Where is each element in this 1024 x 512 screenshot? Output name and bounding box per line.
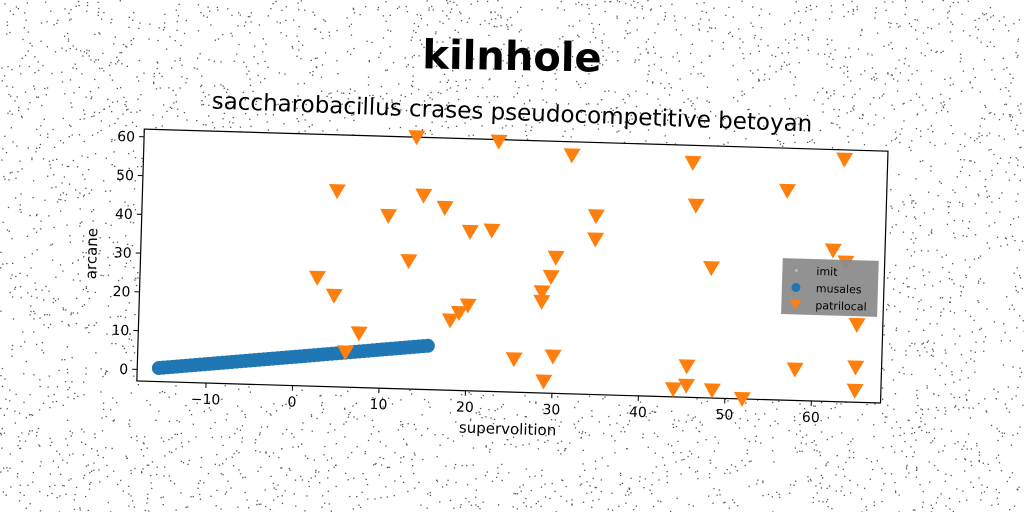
x-tick-label: 60 [802, 410, 820, 427]
patrilocal-point [778, 183, 796, 199]
y-tick-label: 30 [114, 245, 132, 262]
patrilocal-point [587, 209, 605, 225]
patrilocal-point [309, 270, 327, 286]
patrilocal-point [535, 374, 553, 390]
y-axis: 0 10 20 30 40 50 60 [111, 129, 145, 378]
patrilocal-point [505, 352, 523, 368]
y-axis-label: arcane [82, 228, 102, 280]
patrilocal-point [684, 155, 702, 171]
patrilocal-point [400, 253, 418, 270]
patrilocal-point [846, 383, 864, 399]
patrilocal-point [786, 362, 804, 378]
patrilocal-point [824, 243, 842, 259]
legend-box [781, 258, 879, 317]
data-marks [151, 130, 866, 408]
legend: imit musales patrilocal [781, 258, 879, 317]
patrilocal-point [350, 326, 368, 342]
y-tick-label: 20 [112, 284, 130, 301]
x-tick-label: 20 [456, 399, 474, 416]
patrilocal-point [687, 198, 705, 214]
legend-marker-imit [794, 268, 798, 272]
x-axis: −10 0 10 20 30 40 50 60 [191, 383, 820, 427]
patrilocal-point [328, 184, 346, 200]
patrilocal-point [337, 345, 355, 361]
patrilocal-point [848, 317, 866, 333]
y-tick-label: 0 [119, 362, 128, 378]
patrilocal-point [408, 130, 426, 146]
y-tick-label: 60 [117, 129, 135, 146]
legend-label: patrilocal [815, 299, 867, 314]
y-tick-label: 50 [116, 168, 134, 185]
patrilocal-point [544, 349, 562, 365]
patrilocal-point [441, 313, 459, 329]
patrilocal-point [415, 188, 433, 204]
x-tick-label: −10 [191, 392, 221, 409]
x-tick-label: 50 [715, 407, 733, 424]
x-tick-label: 30 [542, 402, 560, 419]
axes-frame [136, 128, 889, 404]
patrilocal-point [587, 232, 605, 248]
patrilocal-point [563, 148, 581, 164]
patrilocal-point [547, 250, 565, 266]
x-tick-label: 0 [287, 394, 296, 410]
patrilocal-point [533, 294, 551, 310]
patrilocal-point [542, 269, 560, 285]
patrilocal-point [461, 224, 479, 240]
plot-group: −10 0 10 20 30 40 50 60 0 10 20 30 40 50 60 supervoli… [82, 128, 889, 440]
patrilocal-point [677, 378, 695, 394]
patrilocal-point [664, 382, 682, 398]
patrilocal-point [733, 391, 751, 408]
patrilocal-point [459, 298, 477, 314]
patrilocal-point [703, 383, 721, 399]
legend-label: musales [816, 282, 862, 296]
x-tick-label: 10 [369, 397, 387, 414]
y-tick-label: 40 [115, 207, 133, 224]
patrilocal-point [380, 208, 398, 224]
patrilocal-point [325, 288, 343, 304]
musales-point [420, 338, 435, 353]
patrilocal-point [450, 305, 468, 322]
patrilocal-point [836, 152, 854, 168]
y-tick-label: 10 [111, 323, 129, 340]
patrilocal-point [847, 360, 865, 376]
x-axis-label: supervolition [459, 419, 557, 440]
patrilocal-point [678, 359, 696, 375]
legend-label: imit [816, 265, 838, 279]
patrilocal-point [490, 134, 508, 150]
patrilocal-point [533, 285, 551, 301]
patrilocal-point [436, 200, 454, 216]
patrilocal-point [483, 223, 501, 239]
legend-marker-patrilocal [790, 299, 802, 310]
x-tick-label: 40 [629, 405, 647, 422]
legend-marker-musales [791, 282, 801, 292]
patrilocal-point [703, 261, 721, 277]
